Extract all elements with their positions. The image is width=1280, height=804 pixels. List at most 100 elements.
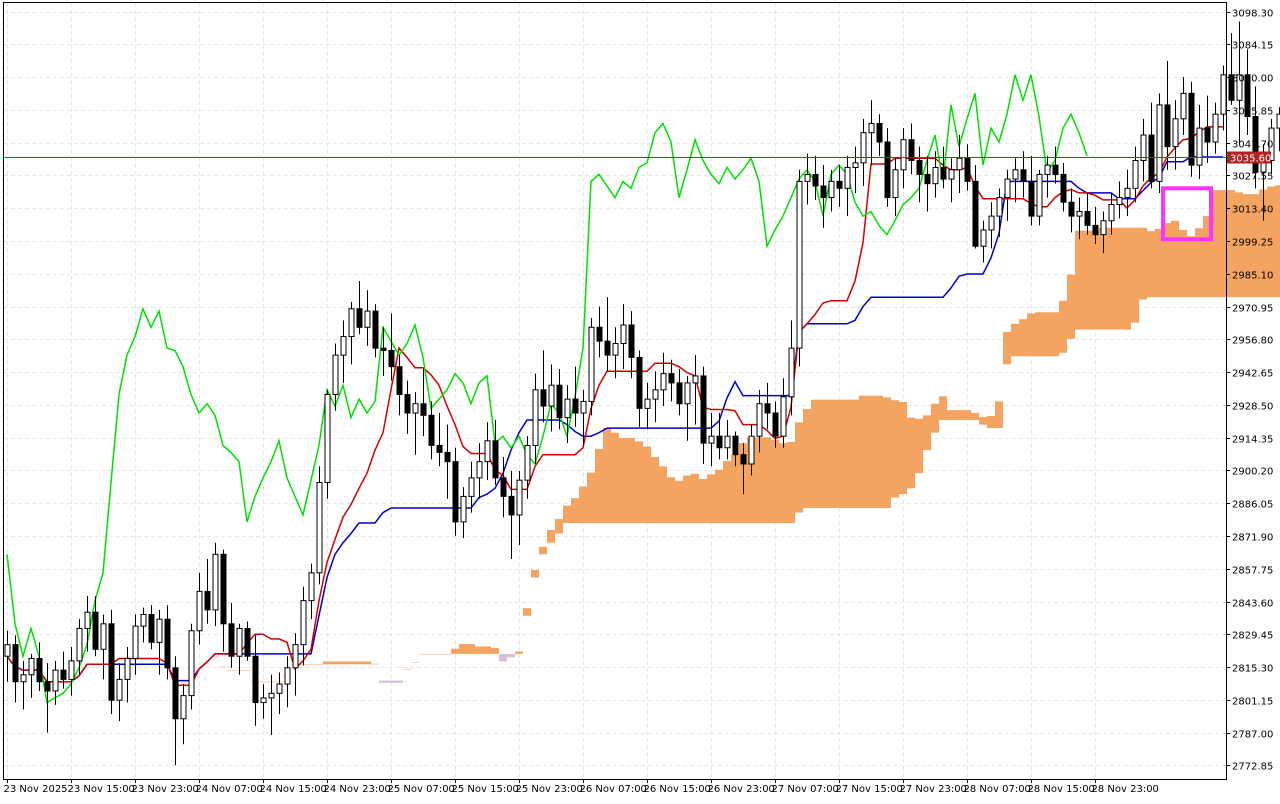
- cloud-segment: [707, 474, 715, 524]
- candle-bear: [508, 495, 515, 516]
- cloud-segment: [1003, 331, 1011, 365]
- cloud-segment: [835, 399, 843, 508]
- candle-bear: [220, 553, 227, 625]
- cloud-segment: [1115, 227, 1123, 330]
- candle-bull: [1108, 204, 1115, 222]
- x-tick-label: 23 Nov 2025: [4, 784, 68, 795]
- candle-bear: [108, 623, 115, 701]
- candle-bear: [372, 310, 379, 349]
- cloud-segment: [763, 437, 771, 524]
- candle-bull: [1172, 118, 1179, 148]
- candle-bear: [60, 669, 67, 680]
- cloud-segment: [371, 663, 379, 665]
- candle-bull: [588, 326, 595, 402]
- candle-bear: [820, 185, 827, 199]
- cloud-segment: [403, 668, 411, 670]
- candle-bull: [788, 347, 795, 398]
- cloud-segment: [867, 395, 875, 508]
- cloud-segment: [787, 441, 795, 524]
- candle-bear: [1060, 173, 1067, 203]
- cloud-segment: [1203, 216, 1211, 298]
- candle-bull: [1044, 164, 1051, 175]
- y-tick-label: 2815.30: [1232, 664, 1273, 675]
- candle-bear: [252, 655, 259, 704]
- y-tick-label: 2886.05: [1232, 500, 1273, 511]
- candle-bull: [1236, 74, 1243, 101]
- cloud-segment: [339, 661, 347, 665]
- cloud-segment: [843, 399, 851, 508]
- cloud-segment: [227, 670, 235, 671]
- candle-bull: [132, 625, 139, 660]
- current-price-marker: 3035.60: [4, 151, 1271, 165]
- cloud-segment: [883, 397, 891, 508]
- axes: [3, 2, 1230, 783]
- candle-bull: [212, 553, 219, 611]
- cloud-segment: [1235, 192, 1243, 298]
- cloud-segment: [547, 529, 555, 543]
- candle-bear: [1252, 116, 1259, 173]
- cloud-segment: [683, 475, 691, 524]
- cloud-segment: [427, 653, 435, 655]
- cloud-segment: [1043, 312, 1051, 357]
- candle-bull: [980, 229, 987, 247]
- x-tick-label: 23 Nov 15:00: [68, 784, 135, 795]
- cloud-segment: [1099, 227, 1107, 330]
- x-tick-label: 27 Nov 23:00: [900, 784, 967, 795]
- cloud-segment: [491, 648, 499, 654]
- cloud-segment: [347, 661, 355, 665]
- candle-bull: [52, 669, 59, 692]
- cloud-segment: [627, 437, 635, 524]
- candle-bear: [676, 382, 683, 405]
- cloud-segment: [667, 477, 675, 524]
- y-tick-label: 2900.20: [1232, 467, 1273, 478]
- candle-bear: [1148, 134, 1155, 182]
- candle-bull: [100, 623, 107, 650]
- candle-bear: [1092, 224, 1099, 236]
- y-tick-label: 2829.45: [1232, 631, 1273, 642]
- cloud-segment: [387, 680, 395, 683]
- candle-bull: [780, 396, 787, 437]
- candle-bull: [620, 324, 627, 345]
- candle-bull: [76, 627, 83, 662]
- candle-bear: [204, 590, 211, 611]
- x-tick-label: 26 Nov 23:00: [708, 784, 775, 795]
- candle-bull: [4, 644, 11, 657]
- cloud-segment: [1123, 227, 1131, 330]
- cloud-segment: [523, 608, 531, 616]
- cloud-segment: [875, 395, 883, 508]
- candle-bull: [308, 572, 315, 602]
- x-tick-label: 27 Nov 07:00: [772, 784, 839, 795]
- candle-bear: [700, 375, 707, 444]
- candle-bear: [36, 658, 43, 683]
- candle-bull: [140, 614, 147, 627]
- cloud-segment: [363, 661, 371, 665]
- cloud-segment: [1155, 228, 1163, 298]
- cloud-segment: [1211, 190, 1219, 298]
- cloud-segment: [1275, 185, 1280, 298]
- x-tick-label: 25 Nov 23:00: [516, 784, 583, 795]
- candle-bull: [364, 310, 371, 328]
- cloud-segment: [675, 480, 683, 524]
- candle-bear: [716, 435, 723, 449]
- candle-bull: [1132, 160, 1139, 189]
- cloud-segment: [1075, 230, 1083, 330]
- candle-bull: [188, 630, 195, 697]
- cloud-segment: [571, 498, 579, 524]
- cloud-segment: [499, 653, 507, 662]
- current-price-label: 3035.60: [1230, 154, 1271, 165]
- cloud-segment: [331, 661, 339, 665]
- cloud-segment: [699, 479, 707, 524]
- cloud-segment: [1195, 228, 1203, 298]
- candle-bull: [316, 481, 323, 574]
- cloud-segment: [555, 518, 563, 534]
- y-tick-label: 2801.15: [1232, 697, 1273, 708]
- candle-bull: [652, 389, 659, 400]
- cloud-segment: [827, 399, 835, 508]
- candle-bear: [964, 157, 971, 182]
- candle-bull: [756, 403, 763, 437]
- candle-bull: [524, 444, 531, 481]
- candle-bear: [572, 398, 579, 414]
- cloud-segment: [611, 432, 619, 524]
- candle-bull: [116, 678, 123, 701]
- candle-bull: [292, 644, 299, 669]
